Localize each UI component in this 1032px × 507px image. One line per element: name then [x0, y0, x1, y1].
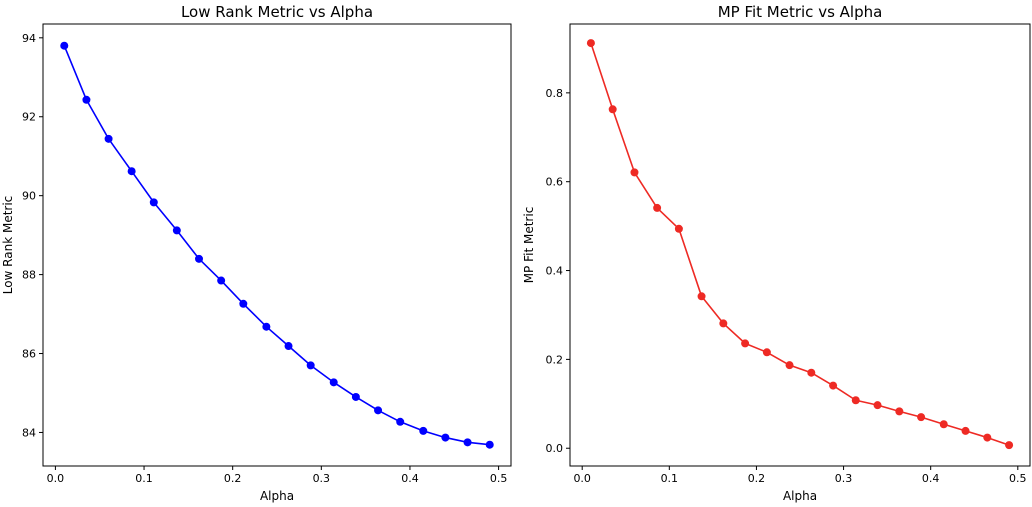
- mp-fit-data-point: [608, 105, 617, 114]
- low-rank-x-tick-label: 0.3: [313, 472, 331, 485]
- low-rank-data-point: [172, 226, 181, 235]
- low-rank-data-point: [262, 322, 271, 331]
- low-rank-title: Low Rank Metric vs Alpha: [181, 3, 373, 21]
- mp-fit-data-point: [873, 401, 882, 410]
- low-rank-x-tick-label: 0.1: [135, 472, 153, 485]
- mp-fit-data-point: [983, 433, 992, 442]
- mp-fit-plot-frame: [569, 23, 1031, 467]
- low-rank-y-tick-label: 84: [22, 426, 36, 439]
- mp-fit-x-tick-label: 0.4: [922, 472, 940, 485]
- low-rank-data-point: [441, 433, 450, 442]
- low-rank-data-point: [60, 41, 69, 50]
- mp-fit-data-point: [697, 292, 706, 301]
- low-rank-data-point: [351, 392, 360, 401]
- mp-fit-chart: MP Fit Metric vs Alpha 0.0 0.1 0.2 0.3 0.4 0.5…: [522, 3, 1031, 503]
- low-rank-y-tick-label: 88: [22, 269, 36, 282]
- mp-fit-title: MP Fit Metric vs Alpha: [718, 3, 883, 21]
- mp-fit-data-point: [961, 426, 970, 435]
- mp-fit-data-point: [829, 381, 838, 390]
- mp-fit-data-point: [630, 168, 639, 177]
- mp-fit-data-point: [674, 224, 683, 233]
- mp-fit-data-point: [741, 339, 750, 348]
- mp-fit-series-line: [590, 42, 1010, 446]
- low-rank-data-point: [396, 417, 405, 426]
- mp-fit-x-tick-label: 0.2: [748, 472, 766, 485]
- low-rank-data-point: [217, 276, 226, 285]
- mp-fit-x-tick-label: 0.5: [1009, 472, 1027, 485]
- mp-fit-data-point: [653, 203, 662, 212]
- low-rank-data-point: [149, 198, 158, 207]
- low-rank-data-point: [239, 299, 248, 308]
- mp-fit-y-tick-label: 0.8: [546, 87, 564, 100]
- low-rank-data-point: [82, 95, 91, 104]
- low-rank-data-point: [419, 426, 428, 435]
- low-rank-data-point: [104, 134, 113, 143]
- low-rank-data-point: [306, 361, 315, 370]
- mp-fit-data-point: [762, 348, 771, 357]
- mp-fit-data-point: [917, 413, 926, 422]
- mp-fit-data-point: [719, 319, 728, 328]
- low-rank-series-line: [63, 45, 490, 446]
- low-rank-data-point: [463, 438, 472, 447]
- mp-fit-x-tick-label: 0.0: [573, 472, 591, 485]
- low-rank-x-tick-label: 0.5: [490, 472, 508, 485]
- mp-fit-data-point: [895, 407, 904, 416]
- mp-fit-x-axis-label: Alpha: [783, 489, 817, 503]
- low-rank-y-tick-label: 86: [22, 348, 36, 361]
- mp-fit-y-axis-label: MP Fit Metric: [522, 207, 536, 284]
- low-rank-y-tick-label: 92: [22, 111, 36, 124]
- mp-fit-y-tick-label: 0.6: [546, 176, 564, 189]
- low-rank-x-axis-label: Alpha: [260, 489, 294, 503]
- mp-fit-data-point: [586, 39, 595, 48]
- mp-fit-data-point: [807, 368, 816, 377]
- low-rank-x-tick-label: 0.2: [224, 472, 242, 485]
- mp-fit-y-tick-label: 0.4: [546, 265, 564, 278]
- low-rank-data-point: [284, 342, 293, 351]
- low-rank-data-point: [195, 254, 203, 263]
- low-rank-y-tick-label: 94: [22, 32, 36, 45]
- low-rank-data-point: [485, 440, 494, 449]
- low-rank-plot-frame: [42, 23, 512, 467]
- low-rank-x-tick-label: 0.0: [47, 472, 65, 485]
- low-rank-data-point: [374, 406, 383, 415]
- mp-fit-x-tick-label: 0.1: [661, 472, 679, 485]
- low-rank-y-tick-label: 90: [22, 190, 36, 203]
- mp-fit-x-tick-label: 0.3: [835, 472, 853, 485]
- mp-fit-y-tick-label: 0.0: [546, 442, 564, 455]
- mp-fit-y-tick-label: 0.2: [546, 353, 564, 366]
- low-rank-x-tick-label: 0.4: [401, 472, 419, 485]
- mp-fit-data-point: [939, 420, 948, 429]
- mp-fit-data-point: [851, 396, 860, 405]
- low-rank-chart: Low Rank Metric vs Alpha 0.0 0.1 0.2 0.3 0.4 0…: [1, 3, 512, 503]
- low-rank-data-point: [127, 167, 136, 176]
- mp-fit-data-point: [785, 361, 794, 370]
- low-rank-data-point: [329, 378, 338, 387]
- low-rank-y-axis-label: Low Rank Metric: [1, 196, 15, 295]
- mp-fit-data-point: [1005, 441, 1014, 450]
